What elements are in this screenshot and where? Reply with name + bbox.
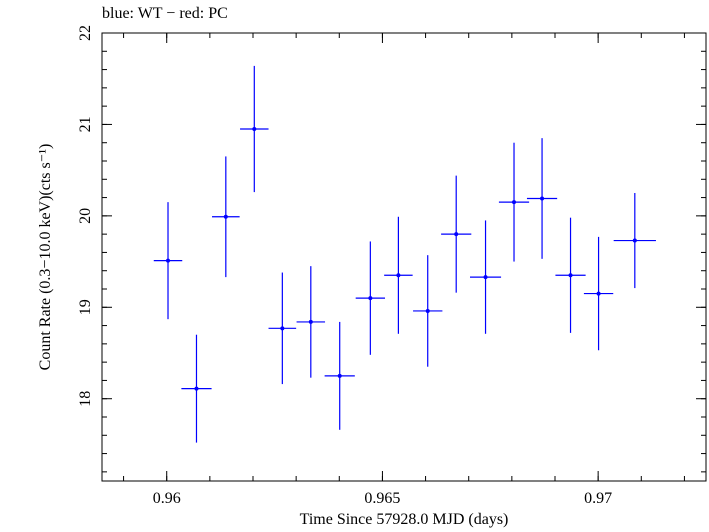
data-marker: [454, 232, 459, 237]
data-marker: [568, 273, 573, 278]
data-point: [212, 156, 240, 278]
data-marker: [223, 214, 228, 219]
plot-border: [101, 32, 707, 482]
data-point: [498, 142, 530, 262]
axis-tick-labels: 0.96 0.965 0.97 18 19 20 21 22: [77, 25, 612, 507]
data-point: [181, 334, 212, 443]
data-marker: [425, 308, 430, 313]
plot-frame: [101, 32, 707, 482]
data-marker: [252, 127, 257, 131]
y-tick-label: 19: [77, 299, 94, 315]
data-point: [441, 175, 472, 293]
data-marker: [632, 238, 637, 243]
data-marker: [194, 386, 199, 391]
data-point: [324, 321, 355, 430]
data-point: [555, 217, 586, 333]
data-marker: [280, 326, 285, 331]
data-marker: [596, 291, 601, 296]
y-tick-label: 20: [77, 208, 94, 224]
x-tick-label: 0.965: [364, 490, 400, 507]
data-marker: [512, 200, 517, 205]
data-point: [268, 272, 297, 385]
data-point: [613, 193, 656, 289]
data-point: [413, 255, 443, 367]
y-axis-label: Count Rate (0.3−10.0 keV)(cts s⁻¹): [37, 143, 54, 371]
data-marker: [166, 258, 171, 263]
chart-title: blue: WT − red: PC: [102, 5, 228, 22]
axis-ticks: [102, 32, 706, 481]
data-point: [526, 138, 558, 259]
data-series-wt: [153, 65, 656, 443]
data-marker: [483, 275, 488, 280]
data-point: [583, 236, 614, 351]
data-point: [470, 220, 502, 334]
data-marker: [308, 319, 313, 324]
data-point: [153, 202, 183, 320]
data-point: [296, 266, 326, 378]
x-axis-label: Time Since 57928.0 MJD (days): [299, 511, 509, 528]
y-tick-label: 18: [77, 391, 94, 407]
data-point: [384, 216, 413, 334]
data-marker: [368, 296, 373, 301]
x-tick-label: 0.97: [584, 490, 612, 507]
data-point: [240, 65, 269, 193]
y-tick-label: 22: [77, 25, 94, 41]
data-marker: [540, 196, 545, 201]
x-tick-label: 0.96: [153, 490, 181, 507]
data-point: [355, 241, 386, 355]
data-marker: [396, 273, 401, 278]
y-tick-label: 21: [77, 116, 94, 132]
data-marker: [337, 373, 342, 378]
